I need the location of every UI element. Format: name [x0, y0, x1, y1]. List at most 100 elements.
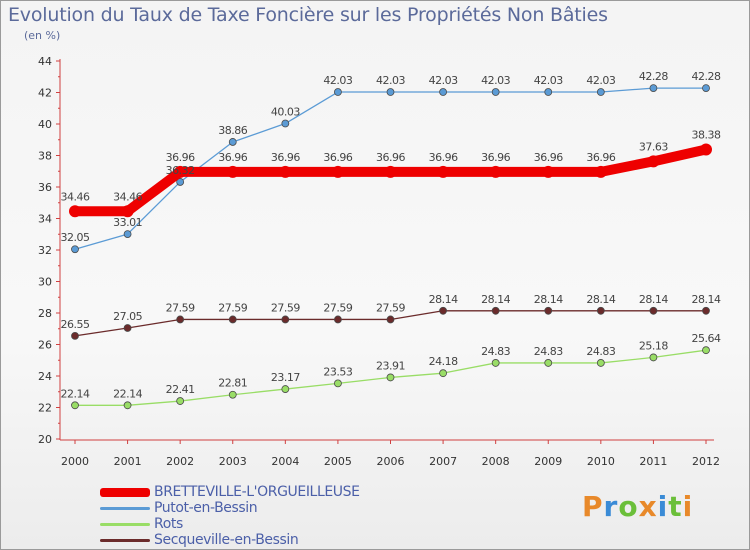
data-point — [439, 369, 447, 378]
data-point — [439, 306, 447, 315]
y-tick-label: 22 — [38, 402, 52, 415]
x-tick-label: 2001 — [114, 455, 142, 468]
data-label: 27.59 — [218, 301, 247, 314]
y-tick-label: 36 — [38, 181, 52, 194]
legend-label: Secqueville-en-Bessin — [154, 532, 299, 548]
data-point — [596, 88, 605, 96]
data-label: 25.18 — [639, 339, 668, 352]
data-point — [491, 306, 500, 315]
data-label: 36.96 — [166, 151, 195, 164]
data-point — [544, 306, 553, 315]
data-point — [281, 315, 290, 324]
data-label: 27.59 — [166, 301, 195, 314]
data-label: 36.96 — [376, 151, 405, 164]
data-point — [596, 306, 605, 315]
data-label: 28.14 — [586, 293, 615, 306]
y-tick-label: 30 — [38, 276, 52, 289]
legend-label: Putot-en-Bessin — [154, 500, 258, 516]
data-point — [384, 165, 397, 178]
data-label: 40.03 — [271, 106, 300, 119]
chart-title: Evolution du Taux de Taxe Foncière sur l… — [8, 4, 608, 26]
data-point — [123, 230, 132, 238]
data-label: 34.46 — [113, 190, 142, 203]
data-label: 36.96 — [323, 151, 352, 164]
data-label: 36.96 — [586, 151, 615, 164]
legend-item: Rots — [100, 516, 360, 532]
data-point — [439, 88, 447, 96]
legend-label: BRETTEVILLE-L'ORGUEILLEUSE — [154, 484, 360, 500]
data-point — [544, 88, 553, 96]
data-point — [121, 205, 134, 218]
data-label: 36.32 — [166, 164, 195, 177]
data-point — [176, 315, 185, 324]
data-label: 36.96 — [534, 151, 563, 164]
data-label: 28.14 — [534, 293, 563, 306]
data-label: 23.17 — [271, 371, 300, 384]
data-label: 42.03 — [481, 74, 510, 87]
data-point — [228, 315, 237, 324]
data-point — [71, 245, 79, 254]
data-point — [594, 165, 607, 178]
x-tick-label: 2011 — [639, 455, 667, 468]
data-point — [491, 359, 500, 367]
data-label: 42.03 — [586, 74, 615, 87]
data-label: 23.91 — [376, 359, 405, 372]
data-label: 42.28 — [692, 70, 721, 83]
data-label: 26.55 — [61, 318, 90, 331]
data-point — [174, 165, 187, 178]
data-point — [228, 138, 237, 146]
data-point — [489, 165, 502, 178]
data-label: 22.14 — [113, 387, 142, 400]
x-tick-label: 2012 — [692, 455, 720, 468]
data-point — [281, 385, 290, 393]
data-label: 37.63 — [639, 140, 668, 153]
data-label: 24.83 — [481, 345, 510, 358]
x-tick-label: 2007 — [429, 455, 457, 468]
data-label: 22.41 — [166, 383, 195, 396]
data-label: 28.14 — [481, 293, 510, 306]
legend-item: Putot-en-Bessin — [100, 500, 360, 516]
data-label: 24.83 — [534, 345, 563, 358]
data-point — [544, 359, 553, 367]
data-point — [331, 165, 344, 178]
data-label: 22.14 — [61, 387, 90, 400]
data-point — [69, 205, 81, 218]
proxiti-logo: Proxiti — [582, 490, 693, 523]
logo-letter: P — [582, 490, 604, 523]
data-point — [176, 397, 185, 405]
data-label: 27.59 — [271, 301, 300, 314]
x-tick-label: 2006 — [377, 455, 405, 468]
data-label: 27.05 — [113, 310, 142, 323]
x-tick-label: 2004 — [271, 455, 299, 468]
data-label: 22.81 — [218, 377, 247, 390]
data-label: 38.38 — [692, 129, 721, 142]
data-point — [437, 165, 450, 178]
data-label: 42.03 — [376, 74, 405, 87]
y-tick-label: 28 — [38, 307, 52, 320]
data-point — [649, 306, 658, 315]
data-label: 24.83 — [586, 345, 615, 358]
x-tick-label: 2002 — [166, 455, 194, 468]
data-label: 25.64 — [692, 332, 721, 345]
logo-letter: t — [668, 490, 683, 523]
data-label: 33.01 — [113, 216, 142, 229]
data-point — [596, 359, 605, 367]
data-point — [700, 143, 712, 156]
data-label: 23.53 — [323, 365, 352, 378]
logo-letter: o — [618, 490, 639, 523]
x-tick-label: 2005 — [324, 455, 352, 468]
y-tick-label: 26 — [38, 339, 52, 352]
data-label: 27.59 — [323, 301, 352, 314]
data-point — [228, 390, 237, 399]
legend-label: Rots — [154, 516, 183, 532]
x-tick-label: 2008 — [482, 455, 510, 468]
data-label: 34.46 — [61, 190, 90, 203]
data-point — [649, 84, 658, 92]
data-point — [702, 346, 710, 355]
data-label: 24.18 — [429, 355, 458, 368]
y-tick-label: 32 — [38, 244, 52, 257]
logo-letter: r — [603, 490, 619, 523]
legend-item: BRETTEVILLE-L'ORGUEILLEUSE — [100, 484, 360, 500]
data-point — [647, 155, 660, 168]
